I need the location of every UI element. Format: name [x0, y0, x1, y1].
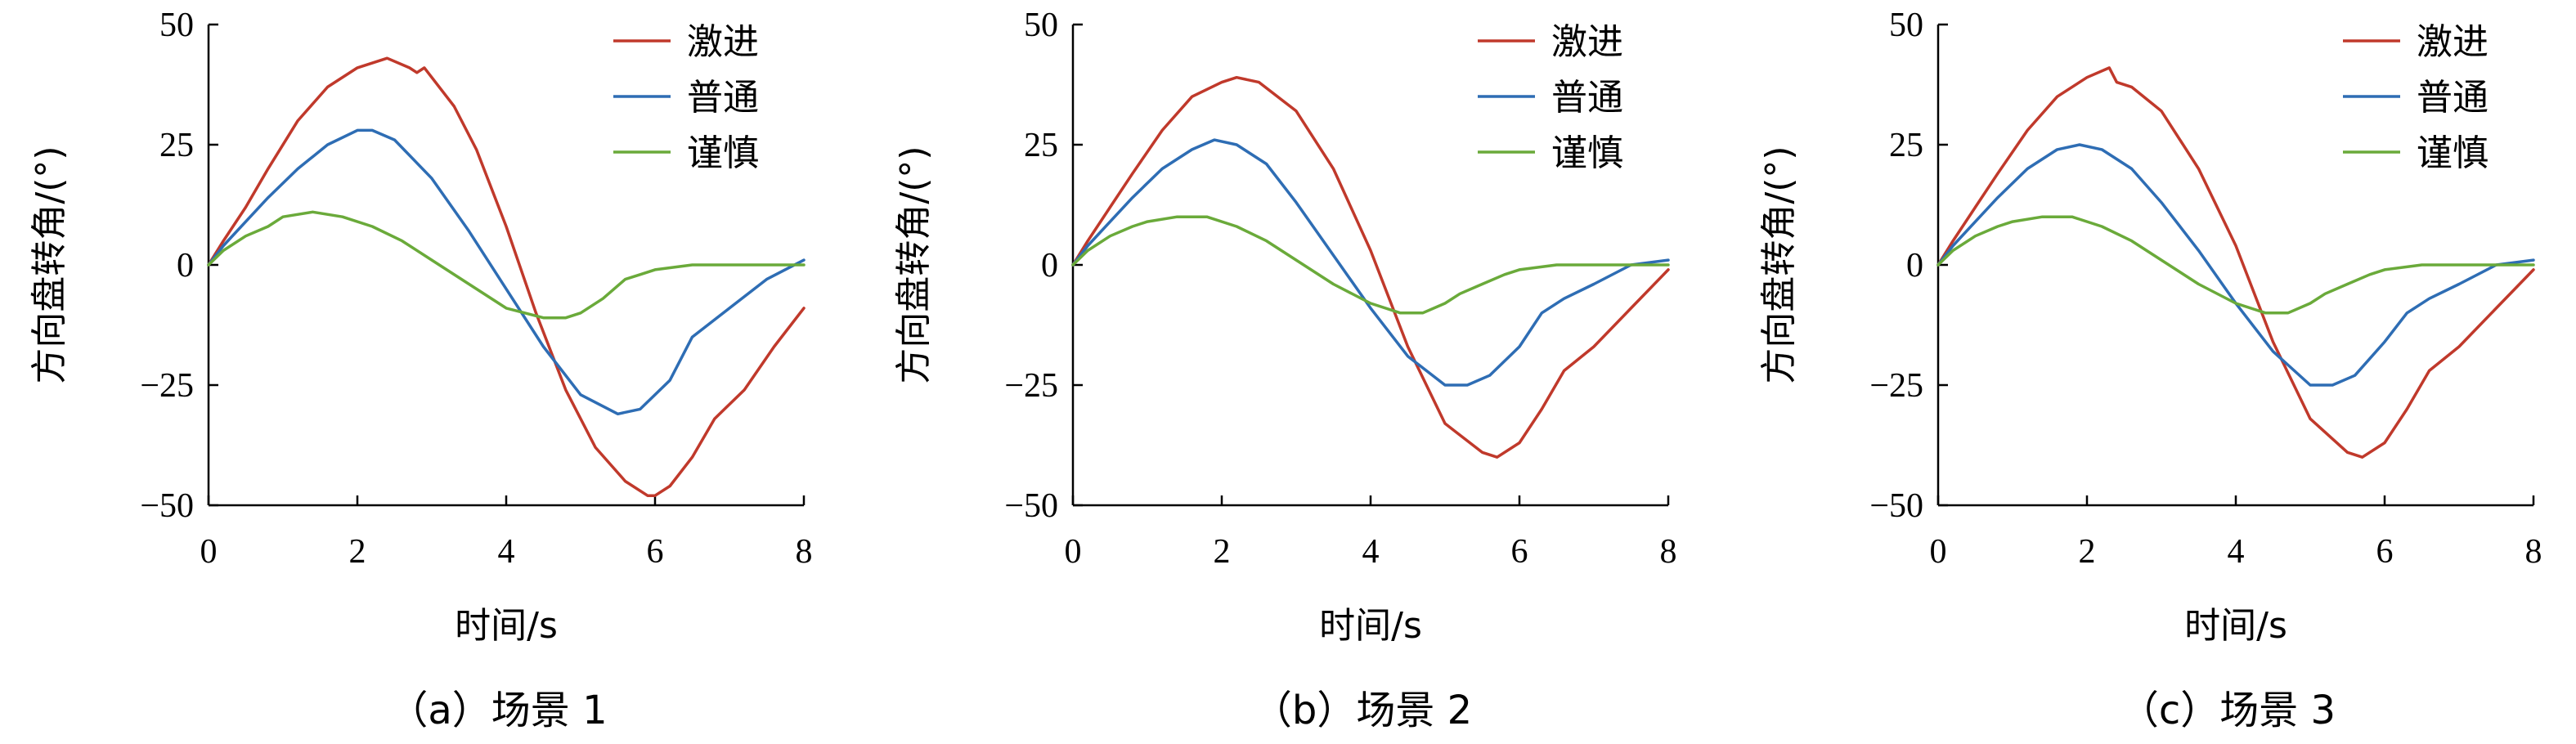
- y-axis-label: 方向盘转角/(°): [1758, 146, 1800, 383]
- x-tick-label: 6: [647, 533, 664, 571]
- x-tick-label: 8: [796, 533, 813, 571]
- y-tick-label: 25: [1889, 127, 1923, 164]
- y-tick-label: 25: [1024, 127, 1058, 164]
- legend-label: 谨慎: [1551, 132, 1623, 174]
- series-line-3: [207, 210, 806, 320]
- x-tick-label: 8: [1660, 533, 1677, 571]
- x-tick-label: 0: [200, 533, 218, 571]
- x-axis-label: 时间/s: [1319, 605, 1422, 647]
- y-tick-label: 0: [1041, 247, 1058, 285]
- y-tick-label: −25: [140, 367, 194, 405]
- series-line-1: [207, 56, 806, 497]
- legend-label: 谨慎: [687, 132, 759, 174]
- legend-label: 普通: [2417, 77, 2488, 119]
- y-tick-label: −50: [1004, 487, 1058, 525]
- legend-label: 谨慎: [2417, 132, 2488, 174]
- x-tick-label: 2: [349, 533, 366, 571]
- y-tick-label: 50: [159, 7, 194, 44]
- y-tick-label: −50: [1869, 487, 1923, 525]
- y-tick-label: 25: [159, 127, 194, 164]
- series-line-1: [1071, 75, 1670, 459]
- y-tick-label: 50: [1889, 7, 1923, 44]
- series-line-2: [1071, 138, 1670, 387]
- legend-label: 激进: [687, 21, 759, 63]
- x-tick-label: 6: [1511, 533, 1528, 571]
- panel-caption: （a）场景 1: [388, 688, 607, 733]
- series-line-3: [1071, 215, 1670, 315]
- x-axis-label: 时间/s: [455, 605, 558, 647]
- x-tick-label: 4: [1362, 533, 1380, 571]
- x-tick-label: 0: [1065, 533, 1082, 571]
- x-tick-label: 4: [498, 533, 515, 571]
- panel-caption: （b）场景 2: [1253, 688, 1472, 733]
- y-tick-label: 0: [1906, 247, 1923, 285]
- y-tick-label: −25: [1004, 367, 1058, 405]
- x-tick-label: 4: [2228, 533, 2245, 571]
- y-tick-label: 50: [1024, 7, 1058, 44]
- x-tick-label: 0: [1930, 533, 1947, 571]
- y-tick-label: −50: [140, 487, 194, 525]
- y-tick-label: 0: [177, 247, 194, 285]
- panel-caption: （c）场景 3: [2120, 688, 2336, 733]
- y-axis-label: 方向盘转角/(°): [893, 146, 935, 383]
- y-axis-label: 方向盘转角/(°): [29, 146, 70, 383]
- x-axis-label: 时间/s: [2184, 605, 2287, 647]
- y-tick-label: −25: [1869, 367, 1923, 405]
- legend-label: 激进: [1551, 21, 1623, 63]
- legend-label: 激进: [2417, 21, 2488, 63]
- series-line-3: [1936, 215, 2535, 315]
- x-tick-label: 8: [2525, 533, 2542, 571]
- series-line-1: [1936, 66, 2535, 459]
- x-tick-label: 6: [2376, 533, 2394, 571]
- series-line-2: [1936, 143, 2535, 387]
- x-tick-label: 2: [1214, 533, 1231, 571]
- x-tick-label: 2: [2079, 533, 2096, 571]
- series-line-2: [207, 128, 806, 416]
- legend-label: 普通: [687, 77, 759, 119]
- legend-label: 普通: [1551, 77, 1623, 119]
